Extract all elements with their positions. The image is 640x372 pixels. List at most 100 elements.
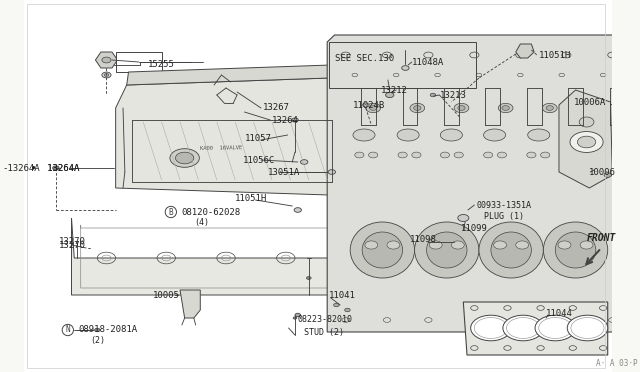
Bar xyxy=(116,52,162,72)
Circle shape xyxy=(587,103,602,113)
Circle shape xyxy=(454,152,463,158)
Circle shape xyxy=(580,241,593,249)
Ellipse shape xyxy=(615,129,637,141)
Bar xyxy=(329,42,476,88)
Circle shape xyxy=(577,136,596,148)
Circle shape xyxy=(458,215,469,221)
Circle shape xyxy=(412,152,421,158)
Text: 08223-82010: 08223-82010 xyxy=(298,315,353,324)
Text: 13270: 13270 xyxy=(59,241,86,250)
Polygon shape xyxy=(559,90,612,188)
Text: N: N xyxy=(65,326,70,334)
Ellipse shape xyxy=(426,232,467,268)
Circle shape xyxy=(295,313,301,317)
Ellipse shape xyxy=(350,222,415,278)
Circle shape xyxy=(567,315,608,341)
Polygon shape xyxy=(95,52,118,68)
Circle shape xyxy=(499,103,513,113)
Ellipse shape xyxy=(440,129,463,141)
Circle shape xyxy=(366,103,381,113)
Circle shape xyxy=(440,152,449,158)
Text: 11057: 11057 xyxy=(244,134,271,142)
Circle shape xyxy=(484,152,493,158)
Text: 11099: 11099 xyxy=(461,224,488,232)
Polygon shape xyxy=(180,290,200,318)
Circle shape xyxy=(497,152,506,158)
Circle shape xyxy=(604,173,611,177)
Text: A· A 03·P: A· A 03·P xyxy=(596,359,637,369)
Circle shape xyxy=(102,72,111,78)
Circle shape xyxy=(328,170,335,174)
Text: 10006: 10006 xyxy=(588,167,615,176)
Circle shape xyxy=(170,149,199,167)
Ellipse shape xyxy=(479,222,543,278)
Circle shape xyxy=(333,303,339,307)
Text: 11048A: 11048A xyxy=(412,58,444,67)
Circle shape xyxy=(625,152,634,158)
Ellipse shape xyxy=(353,129,375,141)
Text: 11024B: 11024B xyxy=(353,100,385,109)
Text: (4): (4) xyxy=(194,218,209,227)
Circle shape xyxy=(294,208,301,212)
Ellipse shape xyxy=(556,232,596,268)
Polygon shape xyxy=(463,302,608,355)
Circle shape xyxy=(387,241,400,249)
Text: 10005: 10005 xyxy=(152,291,179,299)
Text: 13212: 13212 xyxy=(381,86,408,94)
Text: B: B xyxy=(168,208,173,217)
Circle shape xyxy=(292,118,298,122)
Circle shape xyxy=(558,241,571,249)
Circle shape xyxy=(429,241,442,249)
Circle shape xyxy=(95,328,100,332)
Circle shape xyxy=(569,152,579,158)
Text: 10006A: 10006A xyxy=(573,97,606,106)
Ellipse shape xyxy=(579,117,594,127)
Circle shape xyxy=(502,106,509,110)
Circle shape xyxy=(365,241,378,249)
Circle shape xyxy=(535,315,575,341)
Circle shape xyxy=(430,93,436,97)
Circle shape xyxy=(104,74,109,77)
Text: 11041: 11041 xyxy=(329,291,356,299)
Polygon shape xyxy=(72,218,337,295)
Text: KA00  16VALVE: KA00 16VALVE xyxy=(200,145,243,151)
Circle shape xyxy=(52,166,59,170)
Text: •  13264A: • 13264A xyxy=(31,164,79,173)
Text: 08120-62028: 08120-62028 xyxy=(182,208,241,217)
Circle shape xyxy=(543,103,557,113)
Circle shape xyxy=(458,106,465,110)
Circle shape xyxy=(583,152,592,158)
Circle shape xyxy=(611,152,621,158)
Polygon shape xyxy=(127,65,344,85)
Text: 11044: 11044 xyxy=(546,310,573,318)
Circle shape xyxy=(369,106,377,110)
Text: 11056C: 11056C xyxy=(243,155,275,164)
Text: SEE SEC.130: SEE SEC.130 xyxy=(335,54,394,62)
Text: 00933-1351A: 00933-1351A xyxy=(476,201,531,209)
Circle shape xyxy=(410,103,425,113)
Text: -13264A: -13264A xyxy=(3,164,40,173)
Circle shape xyxy=(493,241,506,249)
Circle shape xyxy=(516,241,529,249)
Ellipse shape xyxy=(491,232,531,268)
Ellipse shape xyxy=(415,222,479,278)
Circle shape xyxy=(307,276,311,279)
Circle shape xyxy=(345,308,350,312)
Text: 13264: 13264 xyxy=(272,115,299,125)
Text: 13267: 13267 xyxy=(263,103,290,112)
Ellipse shape xyxy=(543,222,608,278)
Text: 13051A: 13051A xyxy=(268,167,300,176)
Circle shape xyxy=(398,152,407,158)
Text: 08918-2081A: 08918-2081A xyxy=(79,326,138,334)
Text: •  13264A: • 13264A xyxy=(31,164,79,173)
Polygon shape xyxy=(116,78,344,195)
Text: 15255: 15255 xyxy=(148,60,175,68)
Text: STUD (2): STUD (2) xyxy=(304,327,344,337)
Circle shape xyxy=(386,92,394,97)
Circle shape xyxy=(470,315,511,341)
Circle shape xyxy=(503,315,543,341)
Ellipse shape xyxy=(362,232,403,268)
Circle shape xyxy=(102,57,111,63)
Text: FRONT: FRONT xyxy=(587,233,616,243)
Circle shape xyxy=(175,152,194,164)
